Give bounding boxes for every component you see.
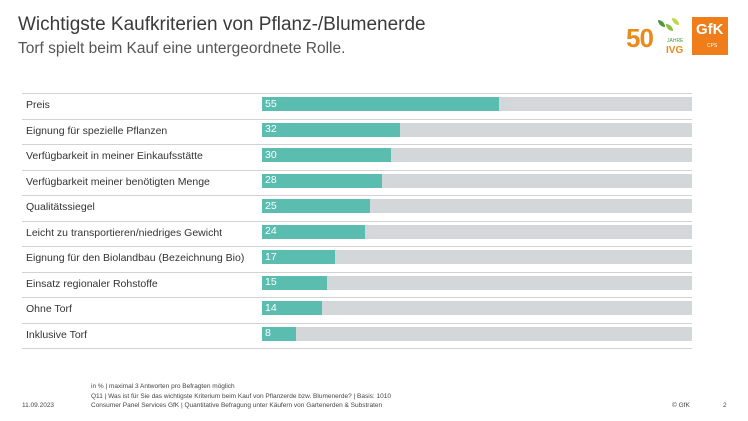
row-divider [22,246,692,247]
bar-value-label: 24 [265,225,277,237]
category-label: Qualitätssiegel [26,201,95,213]
bar-track [262,275,692,290]
bar [262,250,336,264]
horizontal-bar-chart: Preis 55 Eignung für spezielle Pflanzen 32 V… [22,93,694,349]
bar [262,148,391,162]
bar-track [262,326,692,341]
gfk-sub: CPS [707,43,718,49]
bar-value-label: 8 [265,327,271,339]
bar-value-label: 28 [265,174,277,186]
leaf-icon [666,24,673,31]
row-divider [22,297,692,298]
category-label: Preis [26,99,50,111]
bar-track [262,250,692,264]
bar-value-label: 14 [265,301,277,314]
bar-value-label: 32 [265,123,277,135]
page-subtitle: Torf spielt beim Kauf eine untergeordnet… [18,40,346,57]
row-divider [22,220,692,222]
page-number: 2 [723,402,727,409]
bar [262,275,327,290]
ivg-name: IVG [666,45,684,56]
row-divider [22,195,692,196]
bar [262,224,366,239]
row-divider [22,271,692,273]
footer-date: 11.09.2023 [22,402,55,409]
row-divider [22,118,692,120]
category-label: Inklusive Torf [26,328,88,341]
bar-track [262,301,692,315]
category-label: Einsatz regionaler Rohstoffe [26,277,158,290]
bar-value-label: 55 [265,97,277,110]
bar [262,173,383,188]
category-label: Eignung für spezielle Pflanzen [26,124,168,137]
category-label: Verfügbarkeit in meiner Einkaufsstätte [26,150,203,162]
row-divider [22,322,692,324]
category-label: Verfügbarkeit meiner benötigten Menge [26,175,210,188]
row-divider [22,144,692,145]
bar-track [262,199,692,213]
bar [262,199,370,213]
footer-copyright: © GfK [672,402,690,409]
category-label: Leicht zu transportieren/niedriges Gewic… [26,226,223,239]
ivg-number: 50 [626,23,654,53]
ivg-50-years-logo: 50 JAHRE IVG [626,18,686,60]
category-label: Ohne Torf [26,303,72,315]
gfk-logo: GfK CPS [692,17,728,55]
footnote-question: Q11 | Was ist für Sie das wichtigste Kri… [91,393,391,400]
footnote-source: Consumer Panel Services GfK | Quantitati… [91,402,383,409]
bar [262,122,400,137]
category-label: Eignung für den Biolandbau (Bezeichnung … [26,252,245,264]
row-divider [22,348,692,349]
page-title: Wichtigste Kaufkriterien von Pflanz-/Blu… [18,14,426,35]
row-divider [22,93,692,94]
leaf-icon [672,18,679,25]
leaf-icon [658,20,665,27]
gfk-name: GfK [696,21,724,38]
bar [262,97,499,111]
ivg-jahre: JAHRE [667,38,684,44]
bar-value-label: 30 [265,148,277,161]
bar-value-label: 17 [265,250,277,263]
row-divider [22,169,692,171]
bar-value-label: 15 [265,276,277,288]
bar [262,301,323,315]
footnote-unit: in % | maximal 3 Antworten pro Befragten… [91,383,235,390]
bar-track [262,224,692,239]
bar-value-label: 25 [265,199,277,212]
bar [262,326,297,341]
